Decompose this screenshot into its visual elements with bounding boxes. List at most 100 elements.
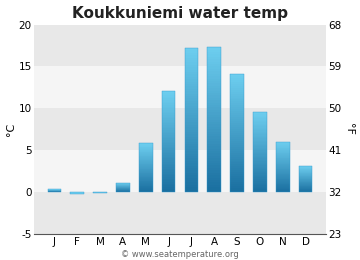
Bar xyxy=(253,141,267,142)
Bar xyxy=(34,192,326,234)
Bar xyxy=(207,71,221,74)
Bar xyxy=(162,159,175,160)
Bar xyxy=(162,95,175,96)
Bar xyxy=(230,96,244,98)
Bar xyxy=(230,143,244,145)
Bar xyxy=(139,178,153,179)
Bar xyxy=(299,190,312,191)
Bar xyxy=(230,155,244,157)
Bar xyxy=(276,151,289,152)
Bar xyxy=(230,90,244,92)
Bar xyxy=(253,152,267,153)
Bar xyxy=(253,185,267,187)
Bar xyxy=(207,105,221,107)
Bar xyxy=(116,183,130,192)
Bar xyxy=(299,166,312,192)
Bar xyxy=(253,171,267,172)
Bar xyxy=(207,95,221,98)
Bar xyxy=(162,132,175,133)
Bar xyxy=(230,100,244,101)
Bar xyxy=(230,94,244,96)
Bar xyxy=(230,101,244,103)
Bar xyxy=(162,118,175,120)
Bar xyxy=(207,151,221,153)
Bar xyxy=(253,118,267,120)
Bar xyxy=(139,155,153,156)
Bar xyxy=(276,182,289,183)
Bar xyxy=(276,160,289,161)
Bar xyxy=(34,66,326,108)
Bar xyxy=(139,152,153,153)
Bar xyxy=(276,147,289,148)
Bar xyxy=(230,160,244,162)
Bar xyxy=(207,110,221,112)
Bar xyxy=(162,120,175,122)
Bar xyxy=(185,103,198,106)
Bar xyxy=(276,166,289,167)
Bar xyxy=(185,98,198,101)
Bar xyxy=(299,172,312,173)
Bar xyxy=(276,185,289,186)
Bar xyxy=(253,165,267,167)
Bar xyxy=(162,113,175,115)
Bar xyxy=(162,170,175,172)
Bar xyxy=(299,182,312,183)
Bar xyxy=(299,173,312,174)
Bar xyxy=(185,154,198,156)
Bar xyxy=(230,109,244,111)
Bar xyxy=(162,105,175,107)
Bar xyxy=(185,48,198,192)
Bar xyxy=(185,79,198,82)
Bar xyxy=(162,122,175,123)
Bar xyxy=(253,122,267,124)
Bar xyxy=(139,181,153,182)
Bar xyxy=(162,179,175,180)
Bar xyxy=(162,92,175,93)
Bar xyxy=(207,74,221,76)
Bar xyxy=(185,57,198,60)
Y-axis label: °C: °C xyxy=(5,122,15,136)
Bar xyxy=(162,190,175,192)
Bar xyxy=(139,172,153,173)
Bar xyxy=(139,147,153,148)
Bar xyxy=(207,161,221,163)
Bar xyxy=(207,146,221,148)
Bar xyxy=(207,156,221,158)
Bar xyxy=(139,169,153,170)
Bar xyxy=(299,189,312,190)
Bar xyxy=(230,137,244,139)
Bar xyxy=(230,103,244,105)
Bar xyxy=(162,162,175,164)
Bar xyxy=(276,157,289,158)
Bar xyxy=(276,188,289,189)
Bar xyxy=(162,108,175,110)
Bar xyxy=(299,191,312,192)
Bar xyxy=(230,123,244,125)
Bar xyxy=(139,190,153,191)
Bar xyxy=(253,145,267,146)
Bar xyxy=(162,98,175,100)
Bar xyxy=(230,170,244,172)
Bar xyxy=(276,180,289,181)
Bar xyxy=(230,157,244,159)
Bar xyxy=(162,140,175,142)
Bar xyxy=(139,154,153,155)
Bar xyxy=(207,107,221,110)
Bar xyxy=(230,105,244,107)
Bar xyxy=(230,86,244,88)
Bar xyxy=(299,176,312,177)
Bar xyxy=(276,155,289,156)
Bar xyxy=(162,160,175,162)
Bar xyxy=(207,190,221,192)
Bar xyxy=(276,142,289,144)
Bar xyxy=(185,50,198,53)
Bar xyxy=(253,168,267,169)
Bar xyxy=(162,117,175,118)
Bar xyxy=(253,149,267,151)
Bar xyxy=(185,91,198,94)
Bar xyxy=(276,167,289,168)
Bar xyxy=(299,186,312,187)
Bar xyxy=(253,121,267,122)
Bar xyxy=(139,182,153,183)
Bar xyxy=(185,101,198,103)
